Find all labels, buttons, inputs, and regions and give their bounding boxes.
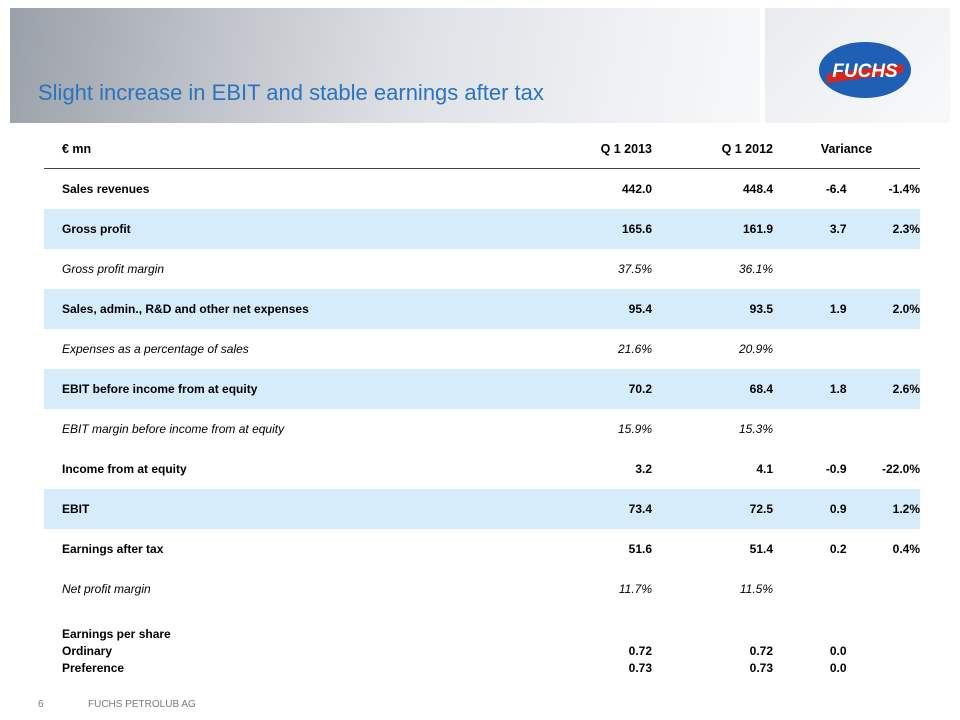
logo-area: FUCHS <box>765 8 950 123</box>
eps-preference-q1-2013: 0.73 <box>628 661 652 675</box>
header-banner: Slight increase in EBIT and stable earni… <box>10 8 760 123</box>
cell-variance-pct <box>847 569 921 609</box>
eps-preference-label: Preference <box>62 661 125 675</box>
row-label: Sales, admin., R&D and other net expense… <box>44 289 377 329</box>
table-row: Gross profit margin 37.5% 36.1% <box>44 249 920 289</box>
cell-q1-2012: 68.4 <box>652 369 773 409</box>
table-row: Sales revenues 442.0 448.4 -6.4 -1.4% <box>44 169 920 210</box>
table-row: EBIT 73.4 72.5 0.9 1.2% <box>44 489 920 529</box>
header-variance: Variance <box>820 142 873 156</box>
cell-variance-pct: -1.4% <box>888 182 920 196</box>
cell-variance-pct: -22.0% <box>881 462 920 476</box>
cell-variance-abs: -0.9 <box>825 462 847 476</box>
cell-q1-2012: 51.4 <box>749 542 773 556</box>
cell-q1-2012: 448.4 <box>742 182 773 196</box>
eps-preference-variance: 0.0 <box>829 661 847 675</box>
cell-variance-abs: 0.2 <box>829 542 847 556</box>
header-q1-2013: Q 1 2013 <box>600 142 652 156</box>
cell-q1-2013: 21.6% <box>617 342 652 356</box>
fuchs-logo-icon: FUCHS <box>819 42 911 98</box>
cell-variance-abs <box>773 409 847 449</box>
cell-variance-abs: 3.7 <box>773 209 847 249</box>
logo-text: FUCHS <box>832 61 898 82</box>
table-row: Earnings after tax 51.6 51.4 0.2 0.4% <box>44 529 920 569</box>
table-row: Sales, admin., R&D and other net expense… <box>44 289 920 329</box>
cell-q1-2013: 95.4 <box>377 289 652 329</box>
cell-q1-2013: 3.2 <box>635 462 652 476</box>
cell-variance-pct: 0.4% <box>892 542 920 556</box>
row-label: Gross profit <box>44 209 377 249</box>
cell-variance-abs: 1.8 <box>773 369 847 409</box>
footer-company: FUCHS PETROLUB AG <box>88 699 196 710</box>
table-row: EBIT before income from at equity 70.2 6… <box>44 369 920 409</box>
cell-q1-2013: 37.5% <box>617 262 652 276</box>
row-label: EBIT <box>44 489 377 529</box>
cell-variance-pct: 1.2% <box>846 489 920 529</box>
cell-q1-2012: 4.1 <box>756 462 773 476</box>
cell-variance-pct <box>847 249 921 289</box>
eps-variance-pct <box>847 609 921 677</box>
cell-q1-2013: 73.4 <box>377 489 652 529</box>
table-row: Net profit margin 11.7% 11.5% <box>44 569 920 609</box>
table-header-row: € mn Q 1 2013 Q 1 2012 Variance <box>44 130 920 169</box>
cell-variance-pct <box>847 409 921 449</box>
table-row: Expenses as a percentage of sales 21.6% … <box>44 329 920 369</box>
cell-variance-abs: -6.4 <box>825 182 847 196</box>
cell-q1-2012: 93.5 <box>652 289 773 329</box>
header-unit: € mn <box>62 142 92 156</box>
cell-variance-pct: 2.6% <box>846 369 920 409</box>
cell-variance-abs: 0.9 <box>773 489 847 529</box>
eps-q1-2012: 0.72 0.73 <box>652 609 773 677</box>
eps-ordinary-label: Ordinary <box>62 644 113 658</box>
eps-variance-abs: 0.0 0.0 <box>773 609 847 677</box>
cell-variance-abs <box>773 569 847 609</box>
cell-variance-abs <box>773 329 847 369</box>
cell-q1-2012: 15.3% <box>738 422 773 436</box>
row-label: Expenses as a percentage of sales <box>62 342 249 356</box>
financial-table: € mn Q 1 2013 Q 1 2012 Variance Sales re… <box>44 130 920 677</box>
cell-q1-2013: 11.7% <box>618 582 652 596</box>
eps-ordinary-q1-2012: 0.72 <box>749 644 773 658</box>
row-label: EBIT before income from at equity <box>44 369 377 409</box>
cell-variance-abs <box>773 249 847 289</box>
table-row-eps: Earnings per share Ordinary Preference 0… <box>44 609 920 677</box>
page-number: 6 <box>38 699 44 710</box>
row-label: Gross profit margin <box>62 262 165 276</box>
cell-q1-2012: 72.5 <box>652 489 773 529</box>
row-label: EBIT margin before income from at equity <box>62 422 285 436</box>
row-label: Income from at equity <box>62 462 187 476</box>
table-row: Gross profit 165.6 161.9 3.7 2.3% <box>44 209 920 249</box>
cell-variance-pct: 2.3% <box>846 209 920 249</box>
cell-variance-pct <box>847 329 921 369</box>
table-row: Income from at equity 3.2 4.1 -0.9 -22.0… <box>44 449 920 489</box>
header-q1-2012: Q 1 2012 <box>721 142 773 156</box>
cell-q1-2013: 165.6 <box>377 209 652 249</box>
cell-variance-pct: 2.0% <box>846 289 920 329</box>
cell-q1-2012: 11.5% <box>739 582 773 596</box>
cell-q1-2013: 70.2 <box>377 369 652 409</box>
cell-variance-abs: 1.9 <box>773 289 847 329</box>
cell-q1-2013: 51.6 <box>628 542 652 556</box>
slide-title: Slight increase in EBIT and stable earni… <box>38 80 544 105</box>
eps-labels: Earnings per share Ordinary Preference <box>44 609 377 677</box>
eps-ordinary-q1-2013: 0.72 <box>628 644 652 658</box>
row-label: Sales revenues <box>62 182 150 196</box>
eps-q1-2013: 0.72 0.73 <box>377 609 652 677</box>
cell-q1-2012: 161.9 <box>652 209 773 249</box>
cell-q1-2013: 442.0 <box>621 182 652 196</box>
eps-preference-q1-2012: 0.73 <box>749 661 773 675</box>
cell-q1-2013: 15.9% <box>617 422 652 436</box>
cell-q1-2012: 36.1% <box>738 262 773 276</box>
row-label: Net profit margin <box>62 582 151 596</box>
eps-label: Earnings per share <box>62 627 171 641</box>
row-label: Earnings after tax <box>62 542 164 556</box>
cell-q1-2012: 20.9% <box>738 342 773 356</box>
table-row: EBIT margin before income from at equity… <box>44 409 920 449</box>
eps-ordinary-variance: 0.0 <box>829 644 847 658</box>
